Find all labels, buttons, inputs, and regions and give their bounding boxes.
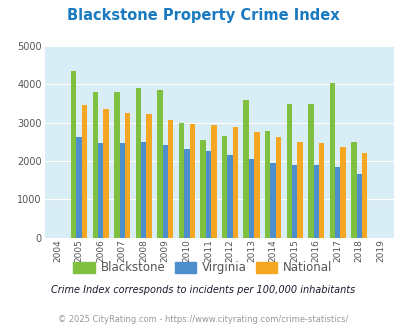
Bar (189, 124, 194, 238)
Bar (92, 92, 98, 238)
Bar (71, 71, 76, 238)
Bar (286, 104, 291, 238)
Bar (103, 109, 109, 238)
Bar (232, 127, 237, 238)
Legend: Blackstone, Virginia, National: Blackstone, Virginia, National (68, 257, 337, 279)
Bar (98, 143, 103, 238)
Bar (82, 105, 87, 238)
Bar (361, 153, 367, 238)
Text: Crime Index corresponds to incidents per 100,000 inhabitants: Crime Index corresponds to incidents per… (51, 285, 354, 295)
Bar (275, 137, 281, 238)
Bar (356, 174, 361, 238)
Bar (270, 163, 275, 238)
Bar (243, 100, 248, 238)
Bar (200, 140, 205, 238)
Bar (162, 145, 168, 238)
Bar (211, 125, 216, 238)
Bar (254, 132, 259, 238)
Bar (114, 92, 119, 238)
Bar (168, 120, 173, 238)
Bar (296, 142, 302, 238)
Bar (146, 114, 151, 238)
Bar (340, 147, 345, 238)
Bar (222, 136, 227, 238)
Bar (329, 82, 334, 238)
Bar (307, 104, 313, 238)
Bar (248, 159, 254, 238)
Text: © 2025 CityRating.com - https://www.cityrating.com/crime-statistics/: © 2025 CityRating.com - https://www.city… (58, 315, 347, 324)
Bar (119, 143, 125, 238)
Bar (350, 142, 356, 238)
Bar (205, 151, 211, 238)
Bar (125, 113, 130, 238)
Bar (313, 165, 318, 238)
Bar (227, 154, 232, 238)
Bar (334, 167, 340, 238)
Bar (318, 144, 324, 238)
Bar (157, 90, 162, 238)
Bar (264, 131, 270, 238)
Text: Blackstone Property Crime Index: Blackstone Property Crime Index (66, 8, 339, 23)
Bar (135, 88, 141, 238)
Bar (76, 137, 82, 238)
Bar (291, 165, 296, 238)
Bar (141, 142, 146, 238)
Bar (178, 123, 184, 238)
Bar (184, 149, 189, 238)
